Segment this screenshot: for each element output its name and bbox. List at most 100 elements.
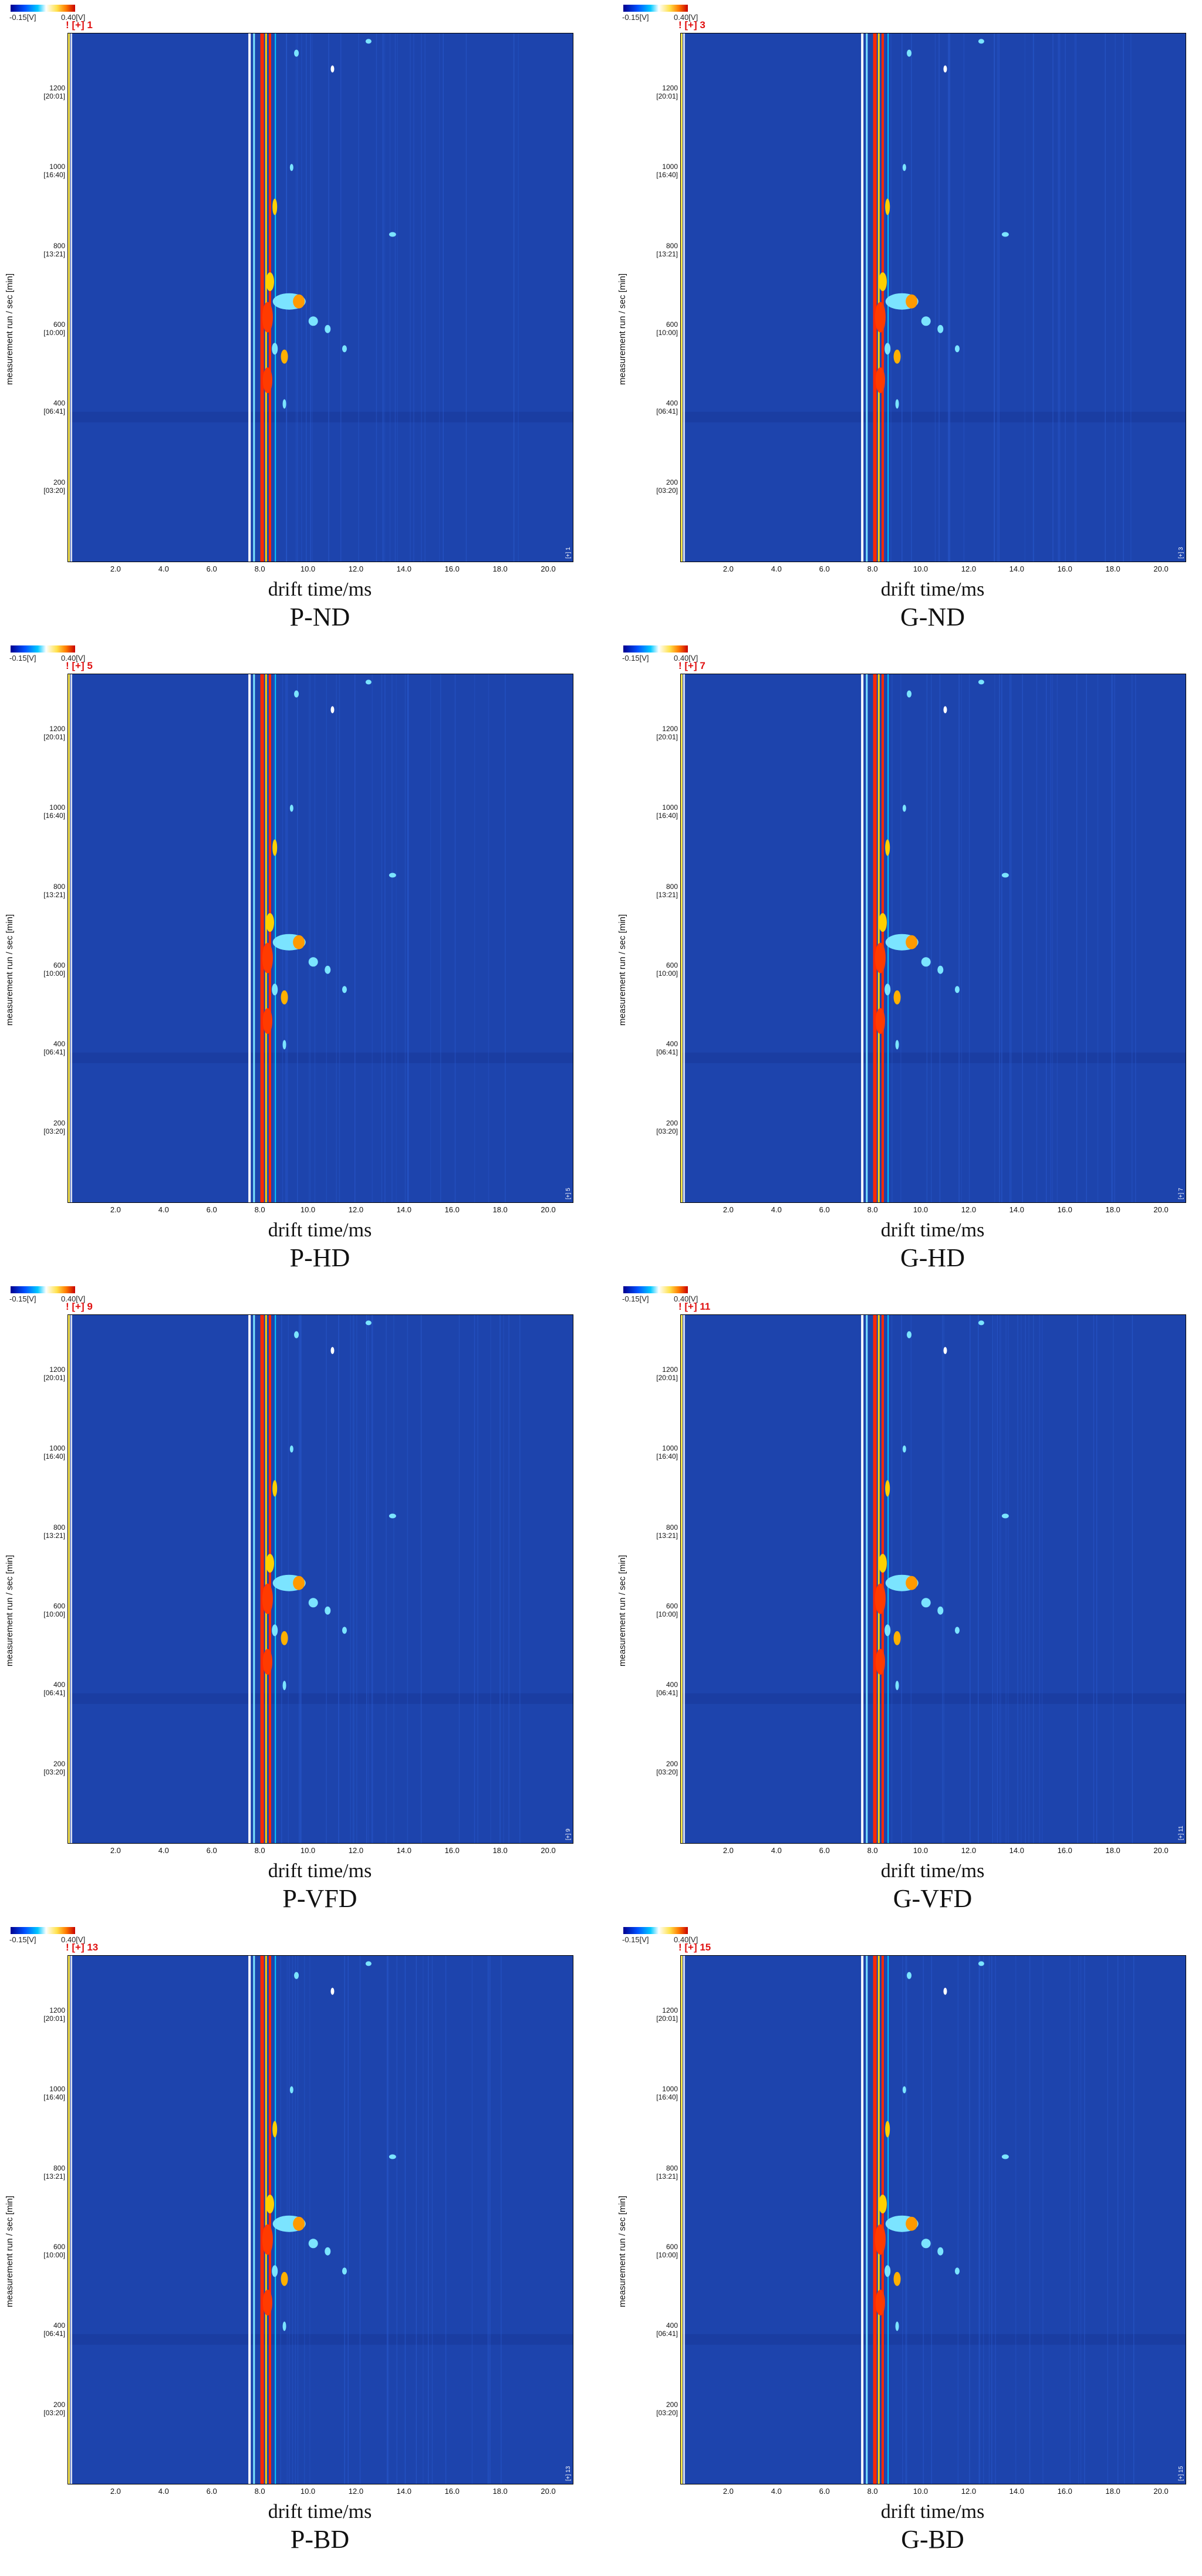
signal-spot <box>262 302 273 333</box>
drift-streak <box>404 674 406 1202</box>
y-tick-seconds: 1200 <box>662 2006 678 2015</box>
reactant-ion-peak-line <box>260 1956 264 2484</box>
y-tick-minutes: [10:00] <box>656 2251 678 2259</box>
y-tick-seconds: 1000 <box>662 803 678 812</box>
signal-spot <box>365 1961 372 1966</box>
y-tick-label: 800 [13:21] <box>643 2164 678 2181</box>
y-tick-label: 200 [03:20] <box>30 1119 65 1135</box>
x-tick-label: 14.0 <box>1009 1205 1024 1214</box>
y-tick-label: 1200 [20:01] <box>30 1365 65 1382</box>
background <box>681 33 1186 562</box>
x-tick-label: 10.0 <box>300 1846 316 1855</box>
reactant-ion-peak-line <box>265 1315 267 1843</box>
drift-streak <box>988 1956 990 2484</box>
drift-streak <box>477 1315 478 1843</box>
x-tick-label: 10.0 <box>913 564 928 573</box>
signal-spot <box>875 942 886 973</box>
drift-streak <box>1052 33 1054 562</box>
reactant-ion-peak-line <box>268 33 271 562</box>
background <box>68 674 573 1202</box>
drift-streak <box>977 1315 979 1843</box>
y-tick-seconds: 600 <box>666 320 678 329</box>
signal-spot <box>330 1347 335 1354</box>
signal-spot <box>266 272 274 292</box>
signal-spot <box>282 2321 286 2331</box>
reactant-ion-peak-line <box>260 674 264 1202</box>
drift-streak <box>368 1315 370 1843</box>
signal-spot <box>902 804 906 812</box>
panel-caption: P-VFD <box>282 1884 357 1913</box>
y-tick-seconds: 1000 <box>49 163 65 171</box>
signal-spot <box>272 2265 278 2277</box>
signal-spot <box>294 690 299 698</box>
y-tick-minutes: [13:21] <box>656 890 678 899</box>
drift-streak <box>942 1315 943 1843</box>
drift-streak <box>513 33 515 562</box>
y-tick-minutes: [03:20] <box>43 486 65 495</box>
baseline-band <box>68 1693 573 1704</box>
signal-spot <box>937 324 944 333</box>
drift-streak <box>350 1315 351 1843</box>
drift-streak <box>1077 1315 1078 1843</box>
drift-streak <box>982 1956 984 2484</box>
signal-spot <box>954 986 960 993</box>
heatmap-plot-area <box>67 1955 573 2484</box>
drift-streak <box>961 674 963 1202</box>
x-tick-label: 8.0 <box>867 1205 878 1214</box>
signal-spot <box>293 935 305 949</box>
x-tick-label: 18.0 <box>1105 1846 1120 1855</box>
y-tick-seconds: 400 <box>53 399 65 408</box>
y-tick-minutes: [03:20] <box>43 1767 65 1776</box>
drift-streak <box>1123 33 1124 562</box>
y-tick-seconds: 600 <box>53 2243 65 2251</box>
y-tick-label: 400 [06:41] <box>643 1040 678 1056</box>
signal-spot <box>907 1331 912 1338</box>
spectrum-tag: ! [+] 5 <box>66 660 93 671</box>
drift-streak <box>1130 33 1132 562</box>
y-tick-label: 1000 [16:40] <box>643 803 678 820</box>
y-tick-seconds: 800 <box>53 241 65 250</box>
drift-streak <box>969 1956 970 2484</box>
heatmap-svg <box>68 1315 573 1843</box>
signal-spot <box>281 349 288 364</box>
y-tick-minutes: [06:41] <box>656 2330 678 2338</box>
drift-streak <box>310 33 312 562</box>
signal-spot <box>921 316 931 326</box>
drift-streak <box>1029 1956 1031 2484</box>
signal-spot <box>389 2154 396 2159</box>
drift-streak <box>381 674 383 1202</box>
y-tick-minutes: [13:21] <box>43 890 65 899</box>
signal-spot <box>954 1627 960 1634</box>
y-tick-seconds: 800 <box>666 241 678 250</box>
y-tick-seconds: 1200 <box>49 84 65 93</box>
signal-spot <box>289 164 293 171</box>
y-axis-label: measurement run / sec [min] <box>617 1554 627 1666</box>
drift-streak <box>1096 1315 1098 1843</box>
x-axis-label: drift time/ms <box>880 2501 985 2523</box>
x-tick-label: 20.0 <box>1153 1846 1169 1855</box>
x-tick-label: 14.0 <box>396 1846 411 1855</box>
y-tick-label: 800 [13:21] <box>643 883 678 899</box>
x-tick-label: 4.0 <box>158 1205 169 1214</box>
y-tick-minutes: [16:40] <box>656 812 678 820</box>
y-tick-seconds: 400 <box>53 1040 65 1049</box>
signal-spot <box>262 367 272 394</box>
background <box>681 1956 1186 2484</box>
y-tick-label: 1200 [20:01] <box>643 725 678 741</box>
drift-streak <box>267 674 269 1202</box>
drift-streak <box>388 1956 389 2484</box>
signal-spot <box>893 990 901 1005</box>
y-tick-seconds: 200 <box>53 1118 65 1127</box>
baseline-band <box>681 1052 1186 1063</box>
drift-streak <box>487 1956 489 2484</box>
y-axis-label: measurement run / sec [min] <box>617 914 627 1026</box>
x-tick-label: 14.0 <box>1009 2487 1024 2496</box>
x-tick-label: 8.0 <box>254 2487 265 2496</box>
x-tick-label: 14.0 <box>396 564 411 573</box>
drift-streak <box>465 33 467 562</box>
y-tick-label: 800 [13:21] <box>643 242 678 258</box>
y-tick-minutes: [10:00] <box>43 1610 65 1618</box>
x-tick-label: 2.0 <box>722 2487 734 2496</box>
y-tick-seconds: 400 <box>666 1681 678 1689</box>
drift-streak <box>1114 674 1116 1202</box>
